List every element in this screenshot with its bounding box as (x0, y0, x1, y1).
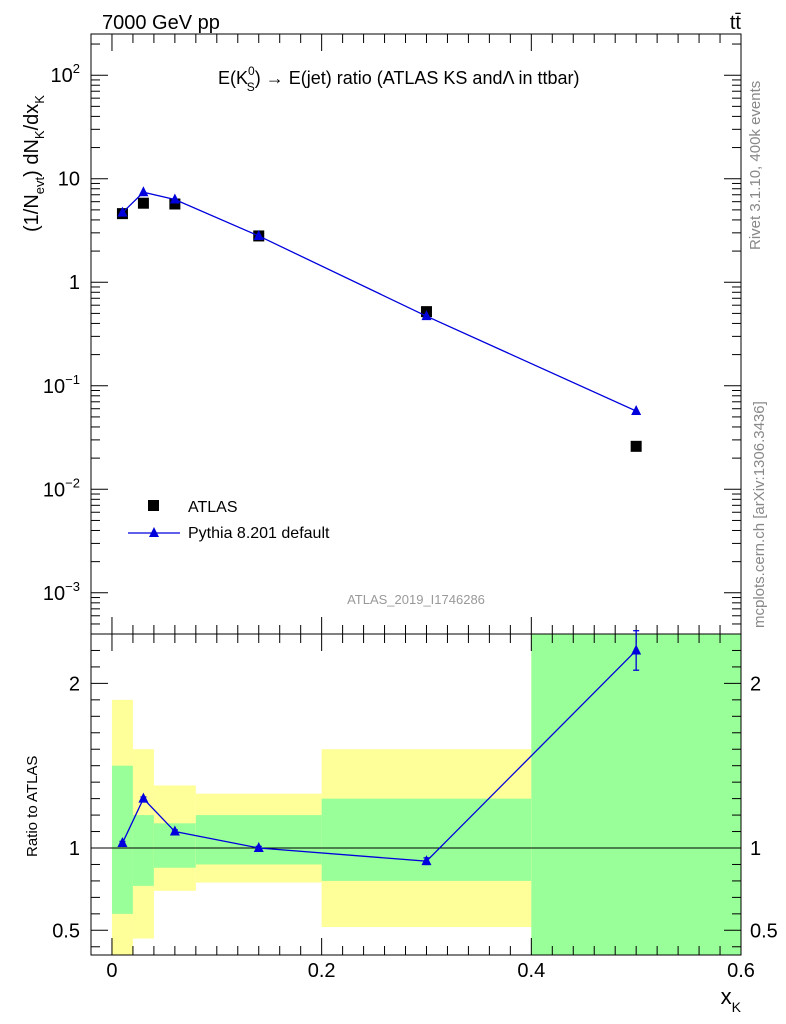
main-panel: 102 10 1 10−1 10−2 10−3 ATLAS Pythia 8.201 defa… (43, 33, 742, 635)
pythia-point (421, 310, 432, 321)
pythia-line (121, 191, 637, 412)
main-y-tick-label: 10−3 (43, 579, 80, 605)
ratio-point (169, 825, 180, 836)
legend: ATLAS Pythia 8.201 default (128, 499, 330, 542)
ratio-y-tick-label: 1 (69, 838, 80, 860)
main-y-tick-label: 1 (69, 272, 80, 294)
mcplots-credit-label: mcplots.cern.ch [arXiv:1306.3436] (751, 401, 768, 628)
pythia-point (138, 186, 149, 197)
pythia-point (631, 405, 642, 416)
ratio-band-inner-5 (531, 634, 741, 955)
ratio-y-tick-label-right: 1 (750, 838, 761, 860)
legend-pythia-label: Pythia 8.201 default (188, 525, 330, 542)
ratio-y-tick-label: 2 (69, 673, 80, 695)
ratio-band-inner-4 (321, 798, 532, 881)
collision-label: 7000 GeV pp (102, 12, 220, 34)
main-y-tick-label: 10 (58, 169, 80, 191)
process-label: tt̄ (730, 12, 742, 34)
main-y-tick-label: 102 (51, 61, 80, 87)
analysis-watermark: ATLAS_2019_I1746286 (347, 592, 485, 607)
x-axis-label: xK (721, 984, 742, 1015)
main-chart-title: E(K0 S) → E(jet) ratio (ATLAS KS andΛ in … (218, 64, 580, 94)
ratio-point (138, 792, 149, 803)
ratio-band-inner-1 (132, 815, 154, 886)
x-tick-label: 0.4 (517, 960, 545, 982)
ratio-point (253, 842, 264, 852)
ratio-point (421, 855, 432, 866)
main-frame (90, 33, 742, 635)
pythia-point (169, 193, 180, 204)
pythia-point (253, 229, 264, 240)
ratio-y-tick-label-right: 2 (750, 673, 761, 695)
legend-atlas-marker (148, 500, 159, 511)
x-tick-label: 0.6 (727, 960, 755, 982)
pythia-point (117, 206, 128, 217)
main-y-axis-label: (1/Nevt) dNK/dxK (21, 95, 47, 232)
ratio-point (631, 644, 642, 655)
ratio-y-tick-label-right: 0.5 (750, 920, 778, 942)
main-y-tick-label: 10−1 (43, 372, 80, 398)
x-tick-label: 0 (106, 960, 117, 982)
ratio-frame (90, 633, 742, 956)
x-tick-label: 0.2 (308, 960, 336, 982)
atlas-data-point (630, 440, 642, 452)
ratio-y-tick-label: 0.5 (52, 920, 80, 942)
main-y-tick-label: 10−2 (43, 475, 80, 501)
ratio-point (117, 837, 128, 848)
legend-pythia-marker (149, 527, 159, 537)
ratio-panel: 0 0.2 0.4 0.6 0.5 0.5 1 1 2 2 (52, 630, 778, 982)
rivet-version-label: Rivet 3.1.10, 400k events (747, 81, 764, 250)
ratio-line (121, 650, 637, 862)
ratio-y-axis-label: Ratio to ATLAS (24, 756, 41, 857)
atlas-data-point (137, 197, 149, 209)
legend-atlas-label: ATLAS (188, 499, 238, 516)
atlas-data-point (169, 198, 181, 210)
